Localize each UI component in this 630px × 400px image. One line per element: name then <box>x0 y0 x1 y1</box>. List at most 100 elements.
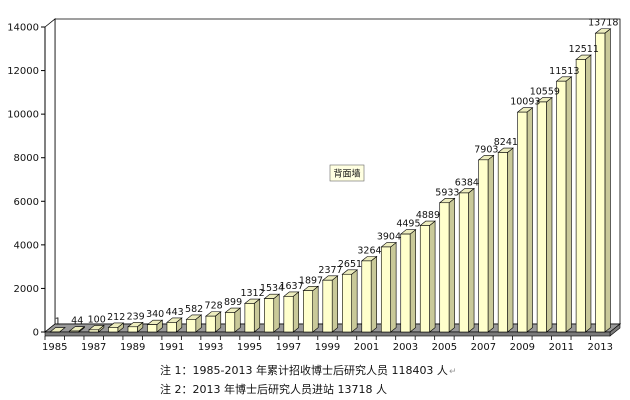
data-label: 13718 <box>588 18 618 29</box>
back-wall-tooltip: 背面墙 <box>329 164 365 182</box>
bar-front <box>166 322 177 333</box>
data-label: 3264 <box>357 245 381 256</box>
bar-front <box>264 298 275 333</box>
bar-front <box>439 202 450 333</box>
paragraph-mark-icon: ↵ <box>448 367 457 377</box>
bar-front <box>127 326 138 333</box>
bar-front <box>458 192 469 333</box>
data-label: 1897 <box>299 275 323 286</box>
y-tick-label: 10000 <box>7 110 39 121</box>
x-tick-label: 2001 <box>354 342 379 353</box>
bar-front <box>205 315 216 333</box>
data-label: 12511 <box>569 44 599 55</box>
tooltip-box <box>329 164 365 182</box>
footnote-1: 注 1：1985-2013 年累计招收博士后研究人员 118403 人↵ <box>160 362 456 378</box>
bar-side <box>390 241 397 333</box>
x-tick-label: 1987 <box>81 342 106 353</box>
x-tick-label: 1989 <box>120 342 145 353</box>
x-tick-label: 2003 <box>393 342 418 353</box>
bar-front <box>88 329 99 333</box>
data-label: 44 <box>71 316 83 327</box>
data-label: 6384 <box>455 178 479 189</box>
x-tick-label: 1993 <box>198 342 223 353</box>
bar <box>555 76 573 333</box>
bar <box>321 275 339 333</box>
y-tick-label: 4000 <box>14 240 39 251</box>
bar-side <box>351 269 358 333</box>
bar <box>185 314 203 333</box>
bar-front <box>322 279 333 333</box>
bar-front <box>283 296 294 333</box>
data-label: 443 <box>166 307 184 318</box>
bar-front <box>380 246 391 333</box>
bar <box>438 197 456 333</box>
bar <box>536 96 553 333</box>
data-label: 2377 <box>318 265 342 276</box>
bar-front <box>186 319 197 333</box>
data-label: 582 <box>185 304 203 315</box>
x-tick-label: 2013 <box>588 342 613 353</box>
data-label: 239 <box>127 311 145 322</box>
bar-front <box>536 101 547 333</box>
chart-axes <box>41 26 591 340</box>
footnote-2-text: 注 2：2013 年博士后研究人员进站 13718 人 <box>160 383 387 396</box>
bar-front <box>244 303 255 333</box>
bar-side <box>429 220 436 333</box>
bar <box>224 307 242 333</box>
bar <box>68 326 86 333</box>
bar-side <box>507 147 514 333</box>
bar-front <box>108 327 119 333</box>
bar-front <box>400 233 411 333</box>
bar-side <box>448 197 455 333</box>
bar-front <box>419 225 430 333</box>
data-label: 3904 <box>377 232 401 243</box>
bar-side <box>604 28 611 333</box>
bar <box>458 187 475 333</box>
data-label: 1637 <box>279 281 303 292</box>
bar-side <box>546 96 553 333</box>
bar <box>283 291 300 333</box>
chart-bars <box>49 28 612 333</box>
footnote-2: 注 2：2013 年博士后研究人员进站 13718 人 <box>160 381 387 397</box>
bar-side <box>273 293 280 333</box>
bar-front <box>595 32 606 333</box>
bar <box>302 285 320 333</box>
x-tick-label: 1995 <box>237 342 262 353</box>
bar <box>419 220 436 333</box>
bar <box>107 322 125 333</box>
x-tick-label: 1999 <box>315 342 340 353</box>
bar-front <box>556 80 567 333</box>
y-tick-label: 2000 <box>14 284 39 295</box>
bar <box>575 54 592 333</box>
bar <box>244 298 261 333</box>
bar-front <box>575 59 586 333</box>
x-tick-label: 1991 <box>159 342 184 353</box>
floor-front <box>44 331 611 337</box>
bar <box>127 321 144 333</box>
bar <box>88 324 105 333</box>
bar-front <box>342 273 352 333</box>
bar-side <box>585 54 592 333</box>
side-wall-panel <box>44 18 56 333</box>
data-label: 4889 <box>416 210 440 221</box>
bar-front <box>478 159 489 333</box>
bar-side <box>468 187 475 333</box>
bar-side <box>292 291 300 333</box>
bar <box>516 107 534 333</box>
x-tick-label: 1997 <box>276 342 301 353</box>
bar <box>146 319 164 333</box>
data-label: 10093 <box>510 97 540 108</box>
bar <box>166 317 183 333</box>
bar-side <box>565 76 572 333</box>
bar-front <box>225 312 236 333</box>
y-tick-label: 6000 <box>14 197 39 208</box>
x-tick-label: 2009 <box>510 342 535 353</box>
bar-front <box>69 330 80 333</box>
data-label: 1534 <box>260 283 284 294</box>
bar <box>399 229 417 333</box>
bar <box>594 28 612 333</box>
bar <box>497 147 514 333</box>
bar-side <box>487 154 494 333</box>
y-tick-label: 0 <box>33 328 39 339</box>
